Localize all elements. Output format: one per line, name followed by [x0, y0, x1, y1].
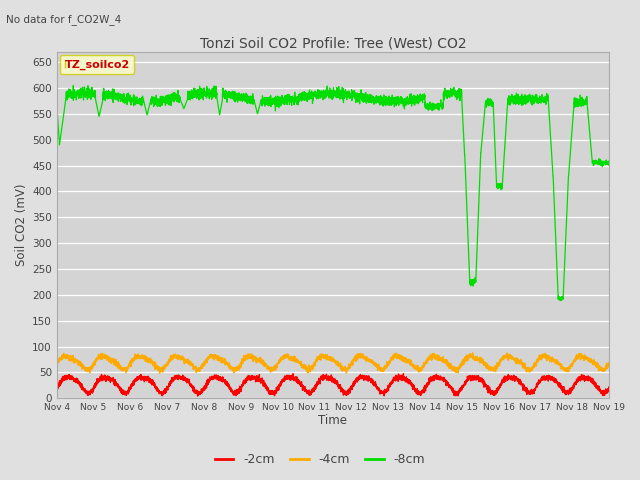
-8cm: [605, 158, 613, 164]
-2cm: [289, 371, 297, 377]
Legend: TZ_soilco2: TZ_soilco2: [60, 55, 134, 74]
-2cm: [158, 393, 166, 399]
-2cm: [152, 384, 160, 390]
-8cm: [152, 100, 160, 106]
-8cm: [312, 91, 320, 96]
-4cm: [156, 370, 164, 376]
-8cm: [53, 101, 61, 107]
Title: Tonzi Soil CO2 Profile: Tree (West) CO2: Tonzi Soil CO2 Profile: Tree (West) CO2: [200, 36, 466, 50]
-4cm: [152, 363, 160, 369]
-4cm: [488, 368, 496, 373]
-2cm: [605, 386, 612, 392]
-2cm: [426, 378, 434, 384]
-2cm: [312, 382, 320, 388]
Legend: -2cm, -4cm, -8cm: -2cm, -4cm, -8cm: [209, 448, 431, 471]
-2cm: [53, 383, 61, 389]
-2cm: [605, 384, 613, 390]
-8cm: [557, 298, 564, 304]
-2cm: [488, 389, 496, 395]
-4cm: [468, 350, 476, 356]
-8cm: [426, 99, 434, 105]
X-axis label: Time: Time: [318, 414, 348, 427]
-4cm: [605, 362, 612, 368]
-4cm: [426, 353, 434, 359]
Line: -8cm: -8cm: [57, 85, 609, 301]
-2cm: [457, 387, 465, 393]
-4cm: [53, 361, 61, 367]
-8cm: [605, 162, 612, 168]
Y-axis label: Soil CO2 (mV): Soil CO2 (mV): [15, 184, 28, 266]
-4cm: [312, 358, 320, 364]
-4cm: [605, 362, 613, 368]
Text: No data for f_CO2W_4: No data for f_CO2W_4: [6, 14, 122, 25]
-8cm: [488, 102, 496, 108]
-8cm: [457, 89, 465, 95]
Line: -4cm: -4cm: [57, 353, 609, 373]
-4cm: [457, 362, 465, 368]
Line: -2cm: -2cm: [57, 374, 609, 396]
-8cm: [69, 83, 77, 88]
